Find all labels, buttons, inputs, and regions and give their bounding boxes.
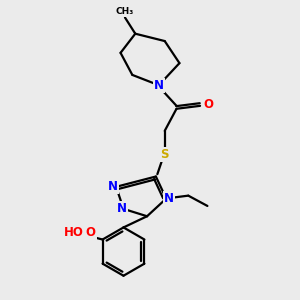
- Text: N: N: [117, 202, 127, 215]
- Text: N: N: [108, 180, 118, 193]
- Text: H: H: [76, 227, 85, 237]
- Text: HO: HO: [64, 226, 83, 239]
- Text: O: O: [203, 98, 213, 111]
- Text: S: S: [160, 148, 169, 161]
- Text: N: N: [154, 79, 164, 92]
- Text: CH₃: CH₃: [116, 7, 134, 16]
- Text: O: O: [86, 226, 96, 239]
- Text: N: N: [164, 192, 174, 205]
